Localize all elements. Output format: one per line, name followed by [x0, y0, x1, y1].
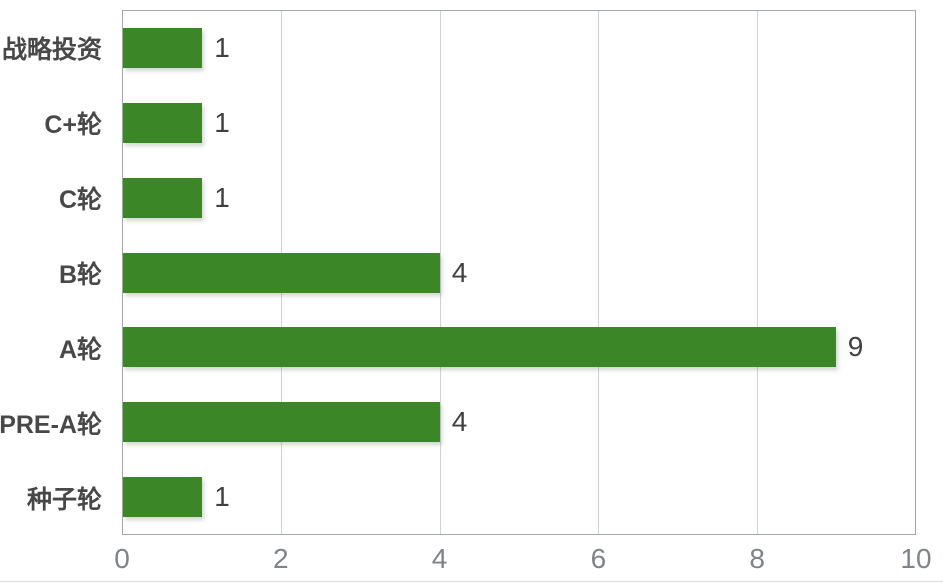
bar-value-label: 1 — [214, 107, 230, 139]
category-label: B轮 — [58, 260, 102, 289]
category-axis: 战略投资 C+轮 C轮 B轮 A轮 PRE-A轮种子轮 — [0, 10, 112, 535]
bar-value-label: 1 — [214, 480, 230, 512]
category-label: A轮 — [58, 335, 102, 364]
category-label: 战略投资 — [1, 35, 102, 64]
x-tick-label: 10 — [900, 543, 932, 574]
bar — [123, 177, 203, 218]
bar-row: 4 — [123, 385, 915, 460]
bar-row: 1 — [123, 459, 915, 534]
category-label: PRE-A轮 — [0, 410, 102, 439]
bar — [123, 327, 836, 368]
x-tick-label: 2 — [273, 543, 289, 574]
bar-row: 4 — [123, 235, 915, 310]
bar-row: 9 — [123, 310, 915, 385]
bar — [123, 401, 440, 442]
x-tick-label: 4 — [431, 543, 448, 574]
x-tick-label: 8 — [749, 543, 765, 574]
bar-value-label: 1 — [214, 32, 230, 64]
category-label: C+轮 — [44, 110, 102, 139]
bar-row: 1 — [123, 160, 915, 235]
x-tick-label: 0 — [114, 543, 130, 574]
gridline-x-4 — [439, 11, 441, 534]
bar — [123, 476, 203, 517]
bar-value-label: 9 — [847, 331, 864, 363]
bar-row: 1 — [123, 11, 915, 86]
bar — [123, 28, 203, 69]
x-tick-label: 6 — [590, 543, 607, 574]
bar-value-label: 4 — [451, 256, 468, 288]
category-label: 种子轮 — [26, 485, 102, 514]
category-label: C轮 — [58, 185, 102, 214]
gridline-x-6 — [598, 11, 600, 534]
bar-row: 1 — [123, 86, 915, 161]
bar — [123, 103, 203, 144]
bar-value-label: 1 — [214, 181, 230, 213]
gridline-x-8 — [756, 11, 758, 534]
value-axis: 0 2 4 6 8 10 — [114, 541, 931, 577]
page-bottom-divider — [0, 581, 943, 582]
bar — [123, 252, 440, 293]
bar-value-label: 4 — [451, 405, 468, 437]
